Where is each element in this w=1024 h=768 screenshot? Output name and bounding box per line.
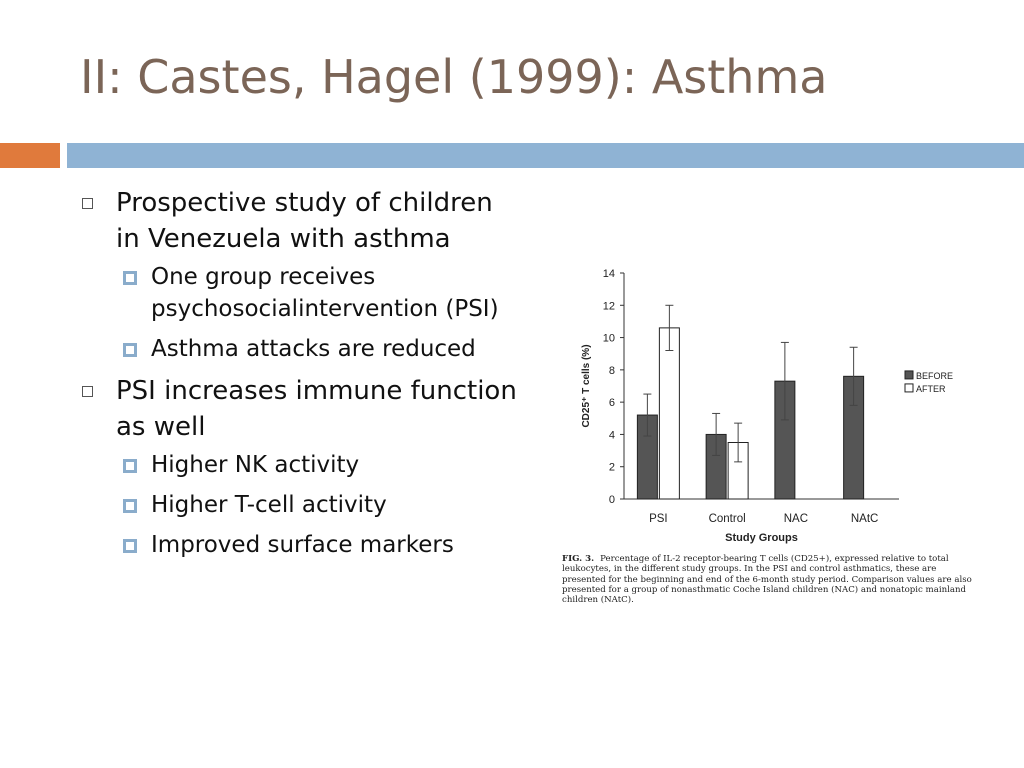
sub-bullet-text: One group receives psychosocialintervent… bbox=[151, 264, 499, 322]
sub-bullet-text: Higher T-cell activity bbox=[151, 492, 387, 518]
slide-title: II: Castes, Hagel (1999): Asthma bbox=[80, 50, 828, 104]
sub-bullet-item: One group receives psychosocialintervent… bbox=[116, 261, 522, 325]
x-tick-label: NAtC bbox=[851, 513, 878, 525]
sub-bullet-item: Higher NK activity bbox=[116, 449, 522, 481]
y-tick-label: 2 bbox=[609, 462, 615, 474]
square-bullet-icon bbox=[123, 539, 137, 553]
caption-label: FIG. 3. bbox=[562, 554, 595, 564]
bullet-list: Prospective study of children in Venezue… bbox=[82, 185, 522, 569]
sub-bullet-item: Asthma attacks are reduced bbox=[116, 333, 522, 365]
square-bullet-icon bbox=[123, 271, 137, 285]
square-bullet-icon bbox=[123, 499, 137, 513]
square-bullet-icon bbox=[82, 386, 93, 397]
y-tick-label: 4 bbox=[609, 429, 615, 441]
legend-swatch bbox=[904, 370, 914, 380]
bullet-item: Prospective study of children in Venezue… bbox=[82, 185, 522, 365]
y-tick-label: 8 bbox=[609, 365, 615, 377]
x-tick-label: NAC bbox=[784, 513, 808, 525]
y-tick-label: 6 bbox=[609, 397, 615, 409]
y-tick-label: 14 bbox=[603, 268, 615, 280]
legend-swatch bbox=[904, 383, 914, 393]
x-axis-label: Study Groups bbox=[725, 532, 798, 544]
x-tick-label: Control bbox=[709, 513, 746, 525]
y-tick-label: 10 bbox=[603, 333, 615, 345]
square-bullet-icon bbox=[123, 343, 137, 357]
sub-bullet-text: Improved surface markers bbox=[151, 532, 454, 558]
accent-bar-blue bbox=[67, 143, 1024, 168]
figure-caption: FIG. 3. Percentage of IL-2 receptor-beari… bbox=[562, 554, 974, 605]
legend-label: AFTER bbox=[916, 384, 946, 394]
legend-label: BEFORE bbox=[916, 371, 953, 381]
sub-bullet-list: Higher NK activity Higher T-cell activit… bbox=[116, 449, 522, 561]
sub-bullet-list: One group receives psychosocialintervent… bbox=[116, 261, 522, 365]
bullet-text: Prospective study of children in Venezue… bbox=[116, 188, 493, 254]
sub-bullet-item: Higher T-cell activity bbox=[116, 489, 522, 521]
y-tick-label: 0 bbox=[609, 494, 615, 506]
sub-bullet-text: Higher NK activity bbox=[151, 452, 360, 478]
y-tick-label: 12 bbox=[603, 300, 615, 312]
figure: 14 12 10 8 6 4 2 0 CD25⁺ T cells (%) PSI Control NA… bbox=[556, 262, 976, 607]
caption-text: Percentage of IL-2 receptor-bearing T ce… bbox=[562, 554, 972, 606]
sub-bullet-item: Improved surface markers bbox=[116, 529, 522, 561]
square-bullet-icon bbox=[82, 198, 93, 209]
bullet-item: PSI increases immune function as well Hi… bbox=[82, 373, 522, 561]
square-bullet-icon bbox=[123, 459, 137, 473]
bullet-text: PSI increases immune function as well bbox=[116, 376, 517, 442]
x-tick-label: PSI bbox=[649, 513, 668, 525]
sub-bullet-text: Asthma attacks are reduced bbox=[151, 336, 476, 362]
accent-bar-orange bbox=[0, 143, 60, 168]
y-axis-label: CD25⁺ T cells (%) bbox=[581, 344, 592, 427]
bar-after bbox=[658, 327, 680, 500]
bar-chart: 14 12 10 8 6 4 2 0 CD25⁺ T cells (%) PSI Control NA… bbox=[581, 268, 953, 544]
